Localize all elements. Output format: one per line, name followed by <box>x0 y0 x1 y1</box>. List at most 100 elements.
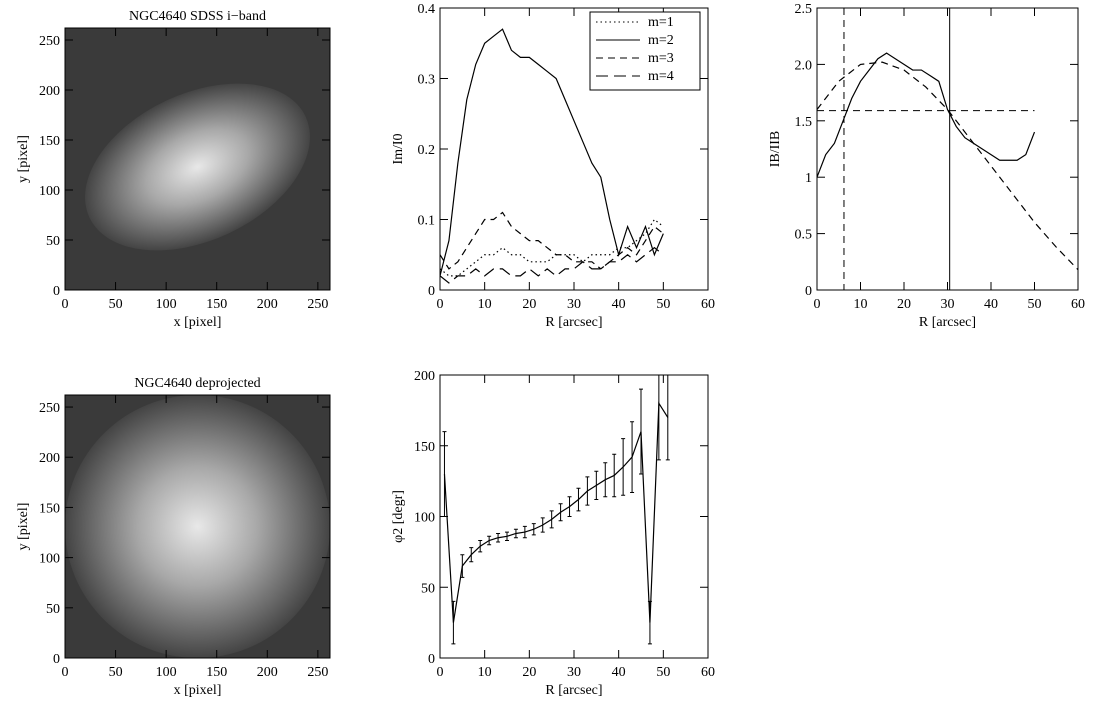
y-tick-label: 100 <box>39 184 60 199</box>
y-tick-label: 100 <box>39 552 60 567</box>
error-bar <box>656 375 661 461</box>
legend-label: m=2 <box>648 33 674 48</box>
data-line <box>443 401 669 623</box>
error-bar <box>478 540 483 553</box>
x-axis-label: x [pixel] <box>174 315 222 330</box>
x-tick-label: 50 <box>1028 297 1042 312</box>
series-line <box>440 218 664 277</box>
x-tick-label: 10 <box>854 297 868 312</box>
error-bar <box>487 535 492 546</box>
x-tick-label: 60 <box>1071 297 1085 312</box>
plot-area <box>65 395 330 658</box>
y-axis-label: y [pixel] <box>16 135 31 183</box>
y-tick-label: 50 <box>421 581 435 596</box>
series-line <box>440 246 664 284</box>
x-tick-label: 30 <box>941 297 955 312</box>
error-bar <box>558 503 563 522</box>
x-tick-label: 0 <box>62 297 69 312</box>
error-bar <box>513 528 518 539</box>
galaxy-image <box>85 83 310 251</box>
x-tick-label: 20 <box>522 297 536 312</box>
y-tick-label: 150 <box>39 134 60 149</box>
legend-label: m=1 <box>648 15 674 30</box>
axes-frame <box>64 394 331 659</box>
y-tick-label: 150 <box>414 440 435 455</box>
error-bar <box>505 531 509 542</box>
y-tick-label: 50 <box>46 234 60 249</box>
plot-area <box>440 28 664 284</box>
x-tick-label: 60 <box>701 665 715 680</box>
x-tick-label: 50 <box>656 665 670 680</box>
error-bar <box>585 476 590 506</box>
panel-title: NGC4640 SDSS i−band <box>129 9 266 24</box>
x-tick-label: 250 <box>307 665 328 680</box>
y-tick-label: 0 <box>53 284 60 299</box>
x-tick-label: 200 <box>257 297 278 312</box>
y-tick-label: 0 <box>805 284 812 299</box>
x-tick-label: 50 <box>109 297 123 312</box>
x-tick-label: 20 <box>522 665 536 680</box>
y-tick-label: 2.0 <box>795 58 813 73</box>
legend-label: m=3 <box>648 51 674 66</box>
error-bar <box>576 487 581 512</box>
error-bar <box>594 470 599 501</box>
y-tick-label: 0.1 <box>418 214 436 229</box>
y-tick-label: 1.5 <box>795 115 813 130</box>
y-tick-label: 0.5 <box>795 228 813 243</box>
legend-box <box>589 11 701 91</box>
y-tick-label: 250 <box>39 401 60 416</box>
legend-label: m=4 <box>648 69 674 84</box>
x-tick-label: 40 <box>984 297 998 312</box>
x-tick-label: 150 <box>206 665 227 680</box>
y-tick-label: 50 <box>46 602 60 617</box>
x-tick-label: 10 <box>478 297 492 312</box>
x-axis-label: R [arcsec] <box>545 683 602 698</box>
plot-area <box>442 375 670 645</box>
x-tick-label: 60 <box>701 297 715 312</box>
y-axis-label: Im/I0 <box>391 133 406 164</box>
error-bar <box>460 554 465 578</box>
x-tick-label: 100 <box>156 297 177 312</box>
error-bar <box>540 517 545 533</box>
x-tick-label: 50 <box>656 297 670 312</box>
y-axis-label: y [pixel] <box>16 503 31 551</box>
y-tick-label: 0 <box>53 652 60 667</box>
y-tick-label: 0.3 <box>418 73 436 88</box>
error-bar <box>567 496 572 517</box>
x-tick-label: 0 <box>814 297 821 312</box>
error-bar <box>451 600 456 645</box>
error-bar <box>522 525 527 539</box>
x-tick-label: 200 <box>257 665 278 680</box>
series-line <box>440 28 664 277</box>
series-line <box>440 211 664 270</box>
x-tick-label: 0 <box>62 665 69 680</box>
x-tick-label: 40 <box>612 665 626 680</box>
plot-area <box>65 28 330 290</box>
x-axis-label: R [arcsec] <box>919 315 976 330</box>
y-tick-label: 0 <box>428 284 435 299</box>
x-tick-label: 30 <box>567 665 581 680</box>
error-bar <box>549 510 554 529</box>
y-tick-label: 0.2 <box>418 143 436 158</box>
error-bar <box>665 375 670 461</box>
series-line <box>817 52 1036 178</box>
y-tick-label: 0.4 <box>418 2 436 17</box>
x-tick-label: 100 <box>156 665 177 680</box>
error-bar <box>647 600 652 645</box>
y-tick-label: 0 <box>428 652 435 667</box>
y-tick-label: 1 <box>805 171 812 186</box>
galaxy-image <box>65 395 330 658</box>
error-bar <box>612 453 617 498</box>
error-bar <box>639 388 643 475</box>
error-bar <box>469 547 474 563</box>
y-tick-label: 200 <box>414 369 435 384</box>
axes-frame <box>816 7 1079 291</box>
x-tick-label: 10 <box>478 665 492 680</box>
error-bar <box>630 421 635 493</box>
error-bar <box>496 532 501 543</box>
x-tick-label: 30 <box>567 297 581 312</box>
series-line <box>817 61 1078 271</box>
error-bar <box>621 438 626 496</box>
x-tick-label: 0 <box>437 665 444 680</box>
